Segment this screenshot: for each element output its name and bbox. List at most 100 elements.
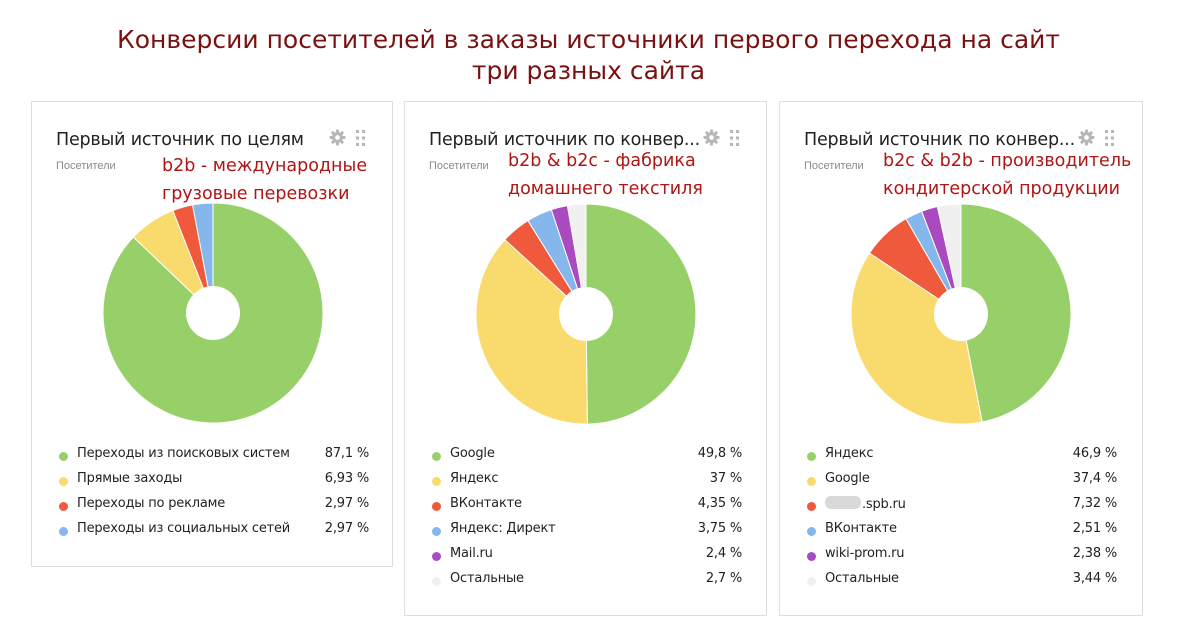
widget-subtitle: Посетители bbox=[804, 160, 864, 172]
legend-label-text: Переходы из социальных сетей bbox=[77, 521, 291, 536]
legend-color-dot-icon bbox=[59, 502, 68, 511]
legend-label-text: ВКонтакте bbox=[825, 521, 897, 536]
legend-value: 2,7 % bbox=[705, 571, 742, 586]
legend-item[interactable]: Остальные 3,44 % bbox=[806, 571, 1117, 596]
pie-slice-google[interactable] bbox=[850, 252, 983, 425]
pie-slice-google[interactable] bbox=[585, 203, 697, 425]
pie-slice-остальные[interactable] bbox=[566, 203, 587, 315]
legend-color-dot-icon bbox=[807, 502, 816, 511]
redacted-domain-blur bbox=[825, 496, 861, 509]
legend-item[interactable]: Прямые заходы 6,93 % bbox=[58, 471, 369, 496]
annotation-note: b2b & b2c - фабрика домашнего текстиля bbox=[508, 147, 703, 203]
legend-label-text: Остальные bbox=[450, 571, 524, 586]
legend-color-dot-icon bbox=[432, 502, 441, 511]
annotation-line-2: грузовые перевозки bbox=[162, 184, 350, 204]
legend-color-dot-icon bbox=[807, 477, 816, 486]
widget-title: Первый источник по целям bbox=[56, 130, 304, 150]
pie-chart bbox=[102, 202, 324, 424]
legend-item[interactable]: Остальные 2,7 % bbox=[431, 571, 742, 596]
legend-item[interactable]: Яндекс 37 % bbox=[431, 471, 742, 496]
annotation-note: b2c & b2b - производитель кондитерской п… bbox=[883, 147, 1131, 203]
legend-color-dot-icon bbox=[807, 527, 816, 536]
legend-label: Яндекс bbox=[825, 446, 874, 461]
legend-item[interactable]: Переходы из социальных сетей 2,97 % bbox=[58, 521, 369, 546]
legend-color-dot-icon bbox=[432, 552, 441, 561]
legend-color-dot-icon bbox=[807, 577, 816, 586]
legend-value: 2,51 % bbox=[1072, 521, 1117, 536]
gear-icon[interactable] bbox=[1078, 129, 1095, 146]
legend-label-text: Переходы по рекламе bbox=[77, 496, 226, 511]
legend-item[interactable]: Google 37,4 % bbox=[806, 471, 1117, 496]
pie-slice-остальные[interactable] bbox=[936, 203, 962, 315]
legend-label-text: Яндекс: Директ bbox=[450, 521, 556, 536]
legend-item[interactable]: Яндекс 46,9 % bbox=[806, 446, 1117, 471]
legend-label-text: Прямые заходы bbox=[77, 471, 183, 486]
legend-color-dot-icon bbox=[432, 477, 441, 486]
widget-controls bbox=[703, 129, 739, 146]
legend-label: .spb.ru bbox=[825, 496, 906, 512]
legend-label: Google bbox=[450, 446, 495, 461]
legend-label-text: Google bbox=[825, 471, 870, 486]
legend-label-text: Яндекс bbox=[450, 471, 499, 486]
drag-handle-icon[interactable] bbox=[356, 129, 365, 146]
drag-handle-icon[interactable] bbox=[1105, 129, 1114, 146]
gear-icon[interactable] bbox=[329, 129, 346, 146]
legend-item[interactable]: Яндекс: Директ 3,75 % bbox=[431, 521, 742, 546]
widget-conversions-confectionery: Первый источник по конвер... Посетители … bbox=[779, 101, 1143, 616]
widget-goals: Первый источник по целям Посетители b2b … bbox=[31, 101, 393, 567]
pie-slice-яндекс[interactable] bbox=[960, 203, 1072, 423]
legend-color-dot-icon bbox=[59, 452, 68, 461]
annotation-line-1: b2c & b2b - производитель bbox=[883, 151, 1132, 171]
donut-hole bbox=[186, 286, 240, 340]
drag-handle-icon[interactable] bbox=[730, 129, 739, 146]
legend-value: 49,8 % bbox=[697, 446, 742, 461]
legend-value: 7,32 % bbox=[1072, 496, 1117, 511]
legend-label-text: .spb.ru bbox=[862, 497, 906, 512]
donut-hole bbox=[934, 287, 988, 341]
legend-item[interactable]: ВКонтакте 2,51 % bbox=[806, 521, 1117, 546]
page-title-line-2: три разных сайта bbox=[471, 56, 706, 85]
legend-label: ВКонтакте bbox=[825, 521, 897, 536]
widget-subtitle: Посетители bbox=[429, 160, 489, 172]
legend-label: ВКонтакте bbox=[450, 496, 522, 511]
legend-label-text: Mail.ru bbox=[450, 546, 493, 561]
legend-color-dot-icon bbox=[432, 527, 441, 536]
legend-value: 87,1 % bbox=[324, 446, 369, 461]
widget-title: Первый источник по конвер... bbox=[804, 130, 1075, 150]
pie-slice-яндекс[interactable] bbox=[475, 239, 588, 425]
legend-item[interactable]: Google 49,8 % bbox=[431, 446, 742, 471]
gear-icon[interactable] bbox=[703, 129, 720, 146]
legend-label: wiki-prom.ru bbox=[825, 546, 905, 561]
legend-item[interactable]: wiki-prom.ru 2,38 % bbox=[806, 546, 1117, 571]
legend-color-dot-icon bbox=[432, 577, 441, 586]
chart-legend: Переходы из поисковых систем 87,1 % Прямые… bbox=[58, 446, 369, 546]
legend-label: Остальные bbox=[450, 571, 524, 586]
legend-value: 3,75 % bbox=[697, 521, 742, 536]
legend-color-dot-icon bbox=[59, 477, 68, 486]
legend-item[interactable]: Переходы из поисковых систем 87,1 % bbox=[58, 446, 369, 471]
legend-label: Переходы из социальных сетей bbox=[77, 521, 290, 536]
legend-value: 4,35 % bbox=[697, 496, 742, 511]
legend-item[interactable]: .spb.ru 7,32 % bbox=[806, 496, 1117, 521]
legend-value: 2,97 % bbox=[324, 496, 369, 511]
legend-value: 3,44 % bbox=[1072, 571, 1117, 586]
legend-color-dot-icon bbox=[59, 527, 68, 536]
pie-slice-переходы-из-социальных-сетей[interactable] bbox=[192, 202, 214, 314]
legend-item[interactable]: Переходы по рекламе 2,97 % bbox=[58, 496, 369, 521]
legend-color-dot-icon bbox=[807, 452, 816, 461]
legend-label-text: wiki-prom.ru bbox=[825, 546, 905, 561]
legend-value: 2,4 % bbox=[705, 546, 742, 561]
widget-subtitle: Посетители bbox=[56, 160, 116, 172]
annotation-line-2: домашнего текстиля bbox=[508, 179, 703, 199]
legend-item[interactable]: ВКонтакте 4,35 % bbox=[431, 496, 742, 521]
legend-label-text: Google bbox=[450, 446, 495, 461]
legend-label: Mail.ru bbox=[450, 546, 493, 561]
legend-item[interactable]: Mail.ru 2,4 % bbox=[431, 546, 742, 571]
widget-controls bbox=[1078, 129, 1114, 146]
legend-value: 6,93 % bbox=[324, 471, 369, 486]
widget-conversions-textile: Первый источник по конвер... Посетители … bbox=[404, 101, 767, 616]
legend-label-text: Переходы из поисковых систем bbox=[77, 446, 290, 461]
annotation-line-1: b2b - международные bbox=[162, 156, 368, 176]
legend-value: 37,4 % bbox=[1072, 471, 1117, 486]
widget-controls bbox=[329, 129, 365, 146]
